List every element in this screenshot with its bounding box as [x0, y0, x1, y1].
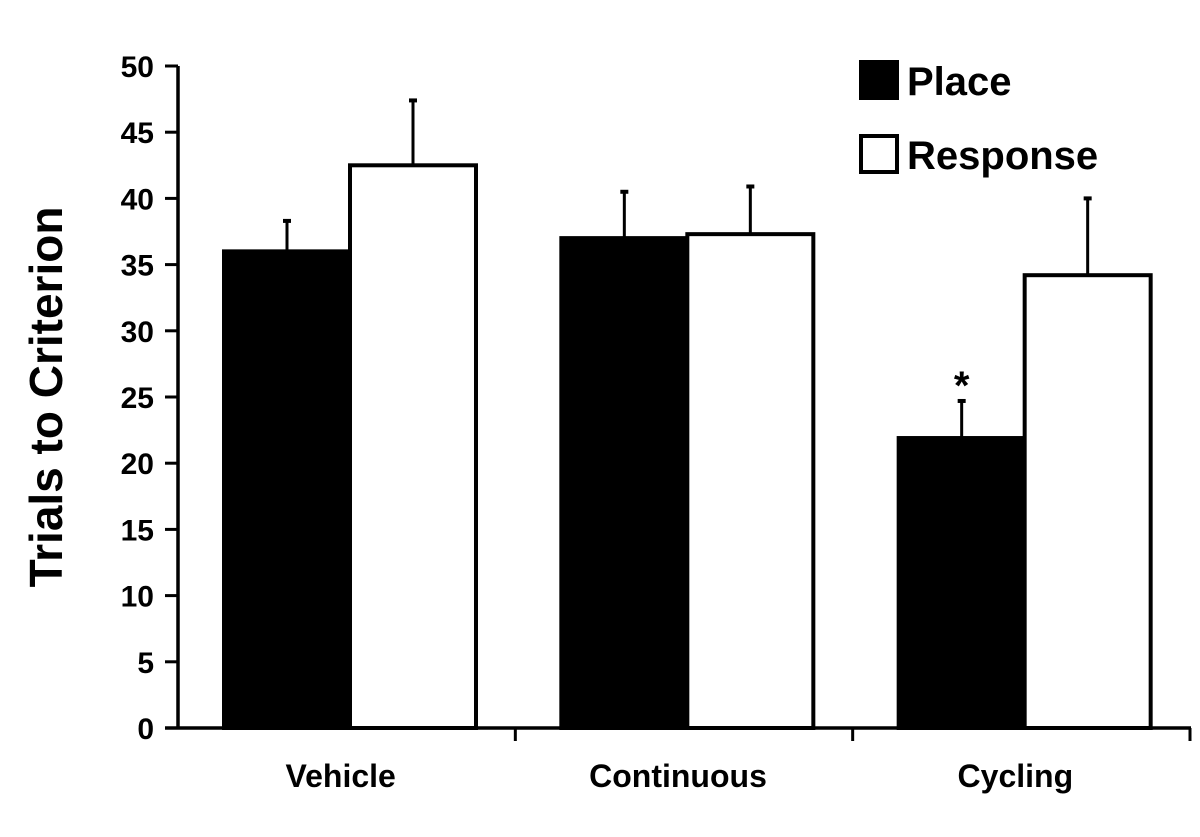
y-tick-label: 25	[121, 382, 154, 415]
y-tick-label: 35	[121, 250, 154, 283]
bar-response-continuous	[685, 232, 816, 730]
y-tick-label: 20	[121, 448, 154, 481]
legend-label-response: Response	[907, 134, 1098, 178]
x-category-label: Continuous	[589, 758, 767, 794]
legend-swatch-response	[859, 134, 899, 174]
y-tick-label: 40	[121, 183, 154, 216]
x-category-label: Vehicle	[286, 758, 396, 794]
legend: Place Response	[859, 60, 1098, 178]
bar-place-continuous	[559, 236, 690, 730]
significance-asterisk: *	[954, 364, 970, 408]
y-tick-label: 10	[121, 581, 154, 614]
y-tick-label: 5	[137, 647, 154, 680]
y-tick-label: 45	[121, 117, 154, 150]
bar-response-vehicle	[348, 163, 478, 731]
y-tick-label: 30	[121, 316, 154, 349]
category-labels: Vehicle Continuous Cycling	[286, 758, 1074, 794]
bar-place-cycling	[896, 436, 1027, 730]
y-axis-title: Trials to Criterion	[20, 207, 72, 588]
legend-swatch-place	[859, 60, 899, 100]
axes	[165, 66, 1192, 741]
y-tick-label: 50	[121, 51, 154, 84]
y-tick-label: 0	[137, 713, 154, 746]
bars: *	[222, 98, 1153, 731]
legend-label-place: Place	[907, 60, 1012, 104]
bar-place-vehicle	[222, 249, 352, 731]
y-tick-label: 15	[121, 514, 154, 547]
bar-response-cycling	[1022, 273, 1153, 730]
x-category-label: Cycling	[958, 758, 1074, 794]
y-axis-ticks: 0 5 10 15 20 25 30 35 40 45 50	[121, 51, 178, 746]
